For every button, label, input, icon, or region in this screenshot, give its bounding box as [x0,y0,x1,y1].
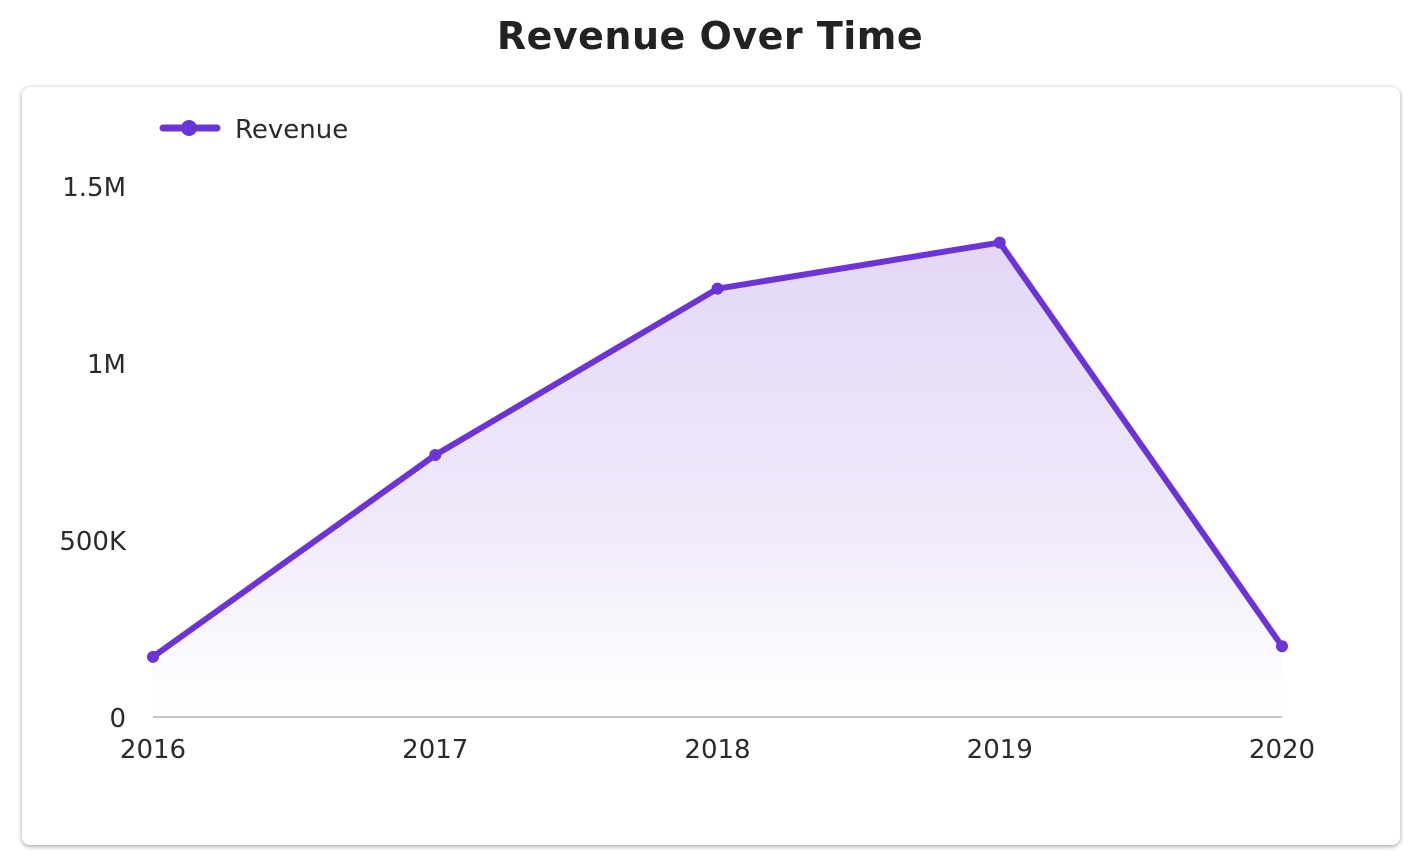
x-tick-label: 2018 [684,735,750,765]
x-tick-label: 2016 [120,735,186,765]
chart-title: Revenue Over Time [496,14,924,58]
y-tick-label: 0 [109,704,126,734]
x-tick-label: 2020 [1249,735,1315,765]
data-point-2020[interactable] [1276,640,1288,653]
legend-marker-swatch [181,120,197,136]
data-point-2016[interactable] [147,650,159,663]
data-point-2017[interactable] [429,449,442,462]
y-tick-label: 1.5M [62,173,126,203]
legend-label: Revenue [235,115,348,145]
revenue-area [153,242,1282,717]
data-point-2018[interactable] [711,282,724,295]
legend: Revenue [159,115,348,145]
x-tick-label: 2019 [967,735,1033,765]
y-tick-label: 500K [59,527,127,557]
x-axis-ticks: 2016 2017 2018 2019 2020 [120,735,1315,765]
y-tick-label: 1M [87,350,126,380]
y-axis-ticks: 0 500K 1M 1.5M [59,173,127,734]
data-point-2019[interactable] [993,236,1006,249]
data-points [147,236,1288,663]
x-tick-label: 2017 [402,735,468,765]
